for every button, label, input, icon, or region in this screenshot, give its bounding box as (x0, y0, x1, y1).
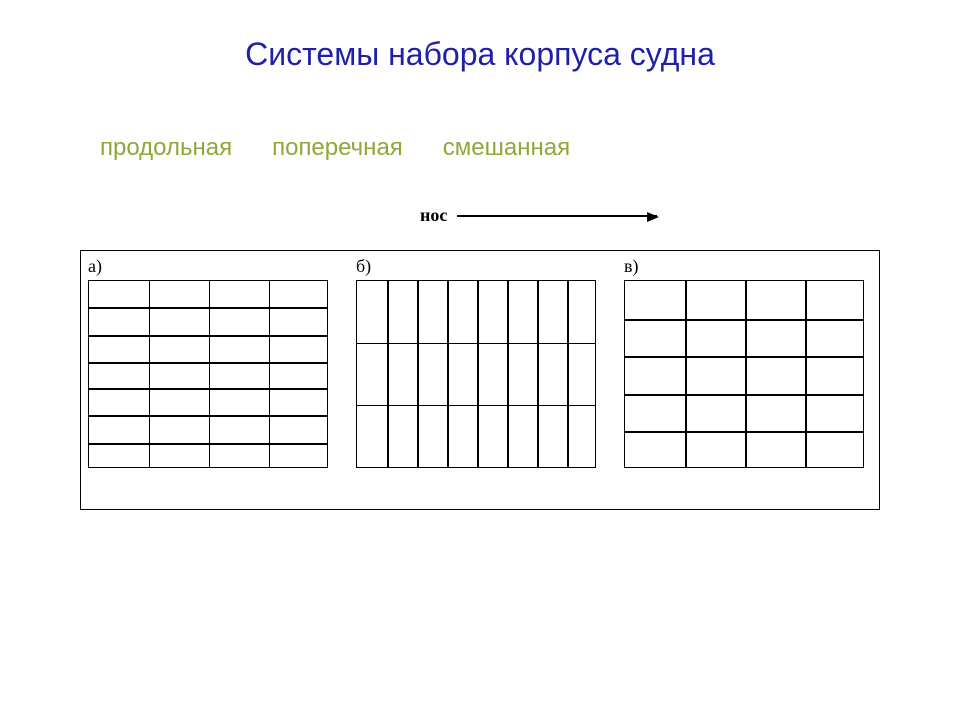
panel-label-v: в) (624, 256, 639, 277)
panel-v-hline-2 (625, 394, 863, 396)
subtitle-0: продольная (100, 134, 232, 162)
panel-b-vline-6 (567, 281, 569, 467)
panel-b-vline-1 (417, 281, 419, 467)
panel-v-hline-1 (625, 356, 863, 358)
panel-b-hline-0 (357, 343, 595, 344)
panel-a-hline-3 (89, 388, 327, 390)
panel-b-hline-1 (357, 405, 595, 406)
panel-a-hline-2 (89, 362, 327, 364)
panel-a-hline-5 (89, 443, 327, 445)
panel-v-vline-0 (685, 281, 687, 467)
panel-v-vline-1 (745, 281, 747, 467)
panel-a-hline-0 (89, 307, 327, 309)
panel-label-a: а) (88, 256, 102, 277)
panel-label-b: б) (356, 256, 371, 277)
panel-b-vline-5 (537, 281, 539, 467)
subtitle-1: поперечная (272, 134, 403, 162)
subtitle-row: продольная поперечная смешанная (100, 134, 570, 162)
direction-indicator: нос (420, 205, 657, 226)
panel-b: б) (356, 258, 596, 468)
panel-rect-v (624, 280, 864, 468)
panel-b-vline-2 (447, 281, 449, 467)
panel-rect-a (88, 280, 328, 468)
panel-b-vline-0 (387, 281, 389, 467)
panel-a-hline-4 (89, 415, 327, 417)
panel-v-hline-0 (625, 319, 863, 321)
panel-a: а) (88, 258, 328, 468)
panel-v-vline-2 (805, 281, 807, 467)
arrow-icon (457, 215, 657, 217)
panel-b-vline-3 (477, 281, 479, 467)
page-title: Системы набора корпуса судна (0, 36, 960, 73)
panel-v: в) (624, 258, 864, 468)
panel-rect-b (356, 280, 596, 468)
subtitle-2: смешанная (443, 134, 570, 162)
direction-label: нос (420, 205, 447, 226)
panel-v-hline-3 (625, 431, 863, 433)
panel-a-hline-1 (89, 335, 327, 337)
panel-b-vline-4 (507, 281, 509, 467)
